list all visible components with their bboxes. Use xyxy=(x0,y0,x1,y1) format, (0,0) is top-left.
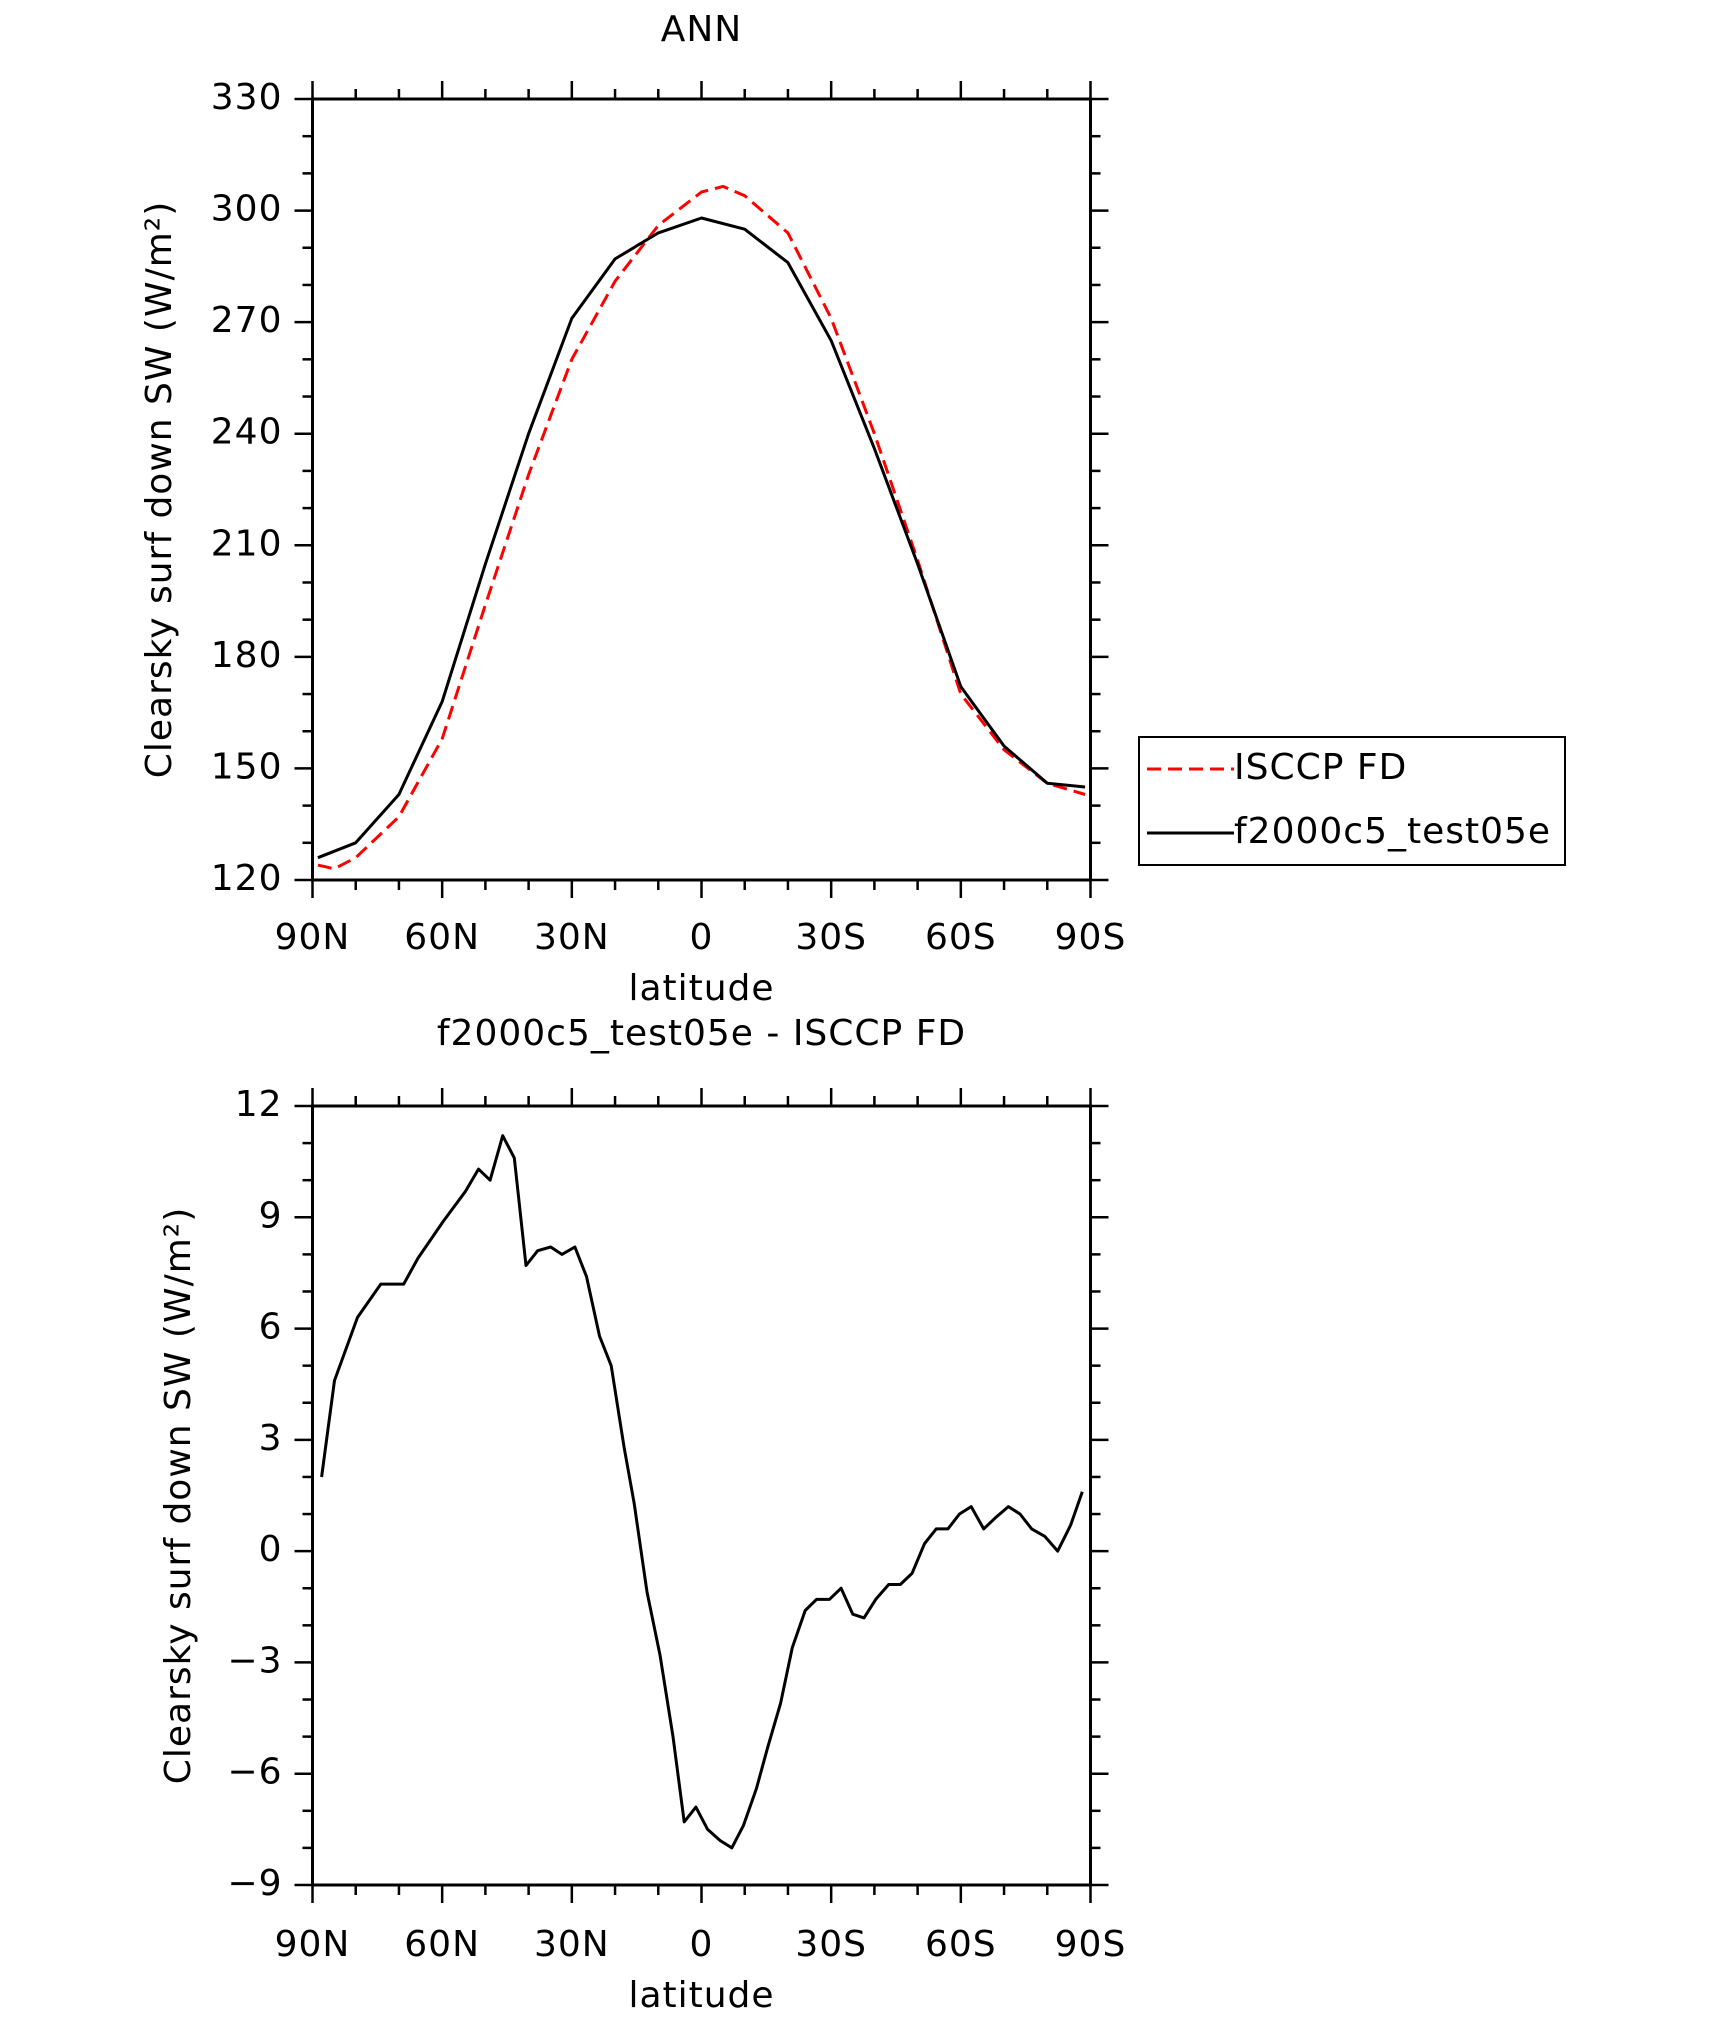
series-line xyxy=(317,184,1086,871)
chart-title: f2000c5_test05e - ISCCP FD xyxy=(437,1013,966,1054)
y-axis-label: Clearsky surf down SW (W/m²) xyxy=(139,201,180,779)
chart-title: ANN xyxy=(661,9,743,50)
legend-label: f2000c5_test05e xyxy=(1234,811,1551,852)
y-tick-label: −6 xyxy=(227,1752,282,1793)
x-tick-label: 0 xyxy=(690,917,714,958)
x-tick-label: 60S xyxy=(925,1924,997,1965)
plot-frame xyxy=(311,97,1092,882)
x-tick-label: 30N xyxy=(534,1924,610,1965)
series-line xyxy=(317,216,1086,860)
legend-label: ISCCP FD xyxy=(1234,747,1407,788)
y-tick-label: −9 xyxy=(227,1863,282,1904)
x-tick-label: 60N xyxy=(404,917,480,958)
y-tick-label: 300 xyxy=(211,189,283,230)
y-tick-label: 180 xyxy=(211,635,283,676)
y-tick-label: −3 xyxy=(227,1640,282,1681)
x-tick-label: 30S xyxy=(795,917,867,958)
y-tick-label: 270 xyxy=(211,300,283,341)
x-axis-label: latitude xyxy=(628,968,774,1009)
x-tick-label: 30S xyxy=(795,1924,867,1965)
y-tick-label: 9 xyxy=(259,1195,283,1236)
plot-frame xyxy=(311,1104,1092,1887)
x-tick-label: 90N xyxy=(275,917,351,958)
x-tick-label: 90N xyxy=(275,1924,351,1965)
y-tick-label: 240 xyxy=(211,412,283,453)
y-tick-label: 210 xyxy=(211,523,283,564)
x-axis-label: latitude xyxy=(628,1975,774,2016)
y-tick-label: 120 xyxy=(211,858,283,899)
y-tick-label: 0 xyxy=(259,1529,283,1570)
x-tick-label: 60N xyxy=(404,1924,480,1965)
y-tick-label: 3 xyxy=(259,1418,283,1459)
x-tick-label: 60S xyxy=(925,917,997,958)
x-tick-label: 30N xyxy=(534,917,610,958)
y-axis-label: Clearsky surf down SW (W/m²) xyxy=(158,1207,199,1785)
y-tick-label: 150 xyxy=(211,746,283,787)
y-tick-label: 12 xyxy=(235,1084,283,1125)
x-tick-label: 0 xyxy=(690,1924,714,1965)
x-tick-label: 90S xyxy=(1055,917,1127,958)
x-tick-label: 90S xyxy=(1055,1924,1127,1965)
y-tick-label: 330 xyxy=(211,77,283,118)
series-line xyxy=(320,1134,1084,1850)
legend-box xyxy=(1138,736,1566,866)
y-tick-label: 6 xyxy=(259,1307,283,1348)
